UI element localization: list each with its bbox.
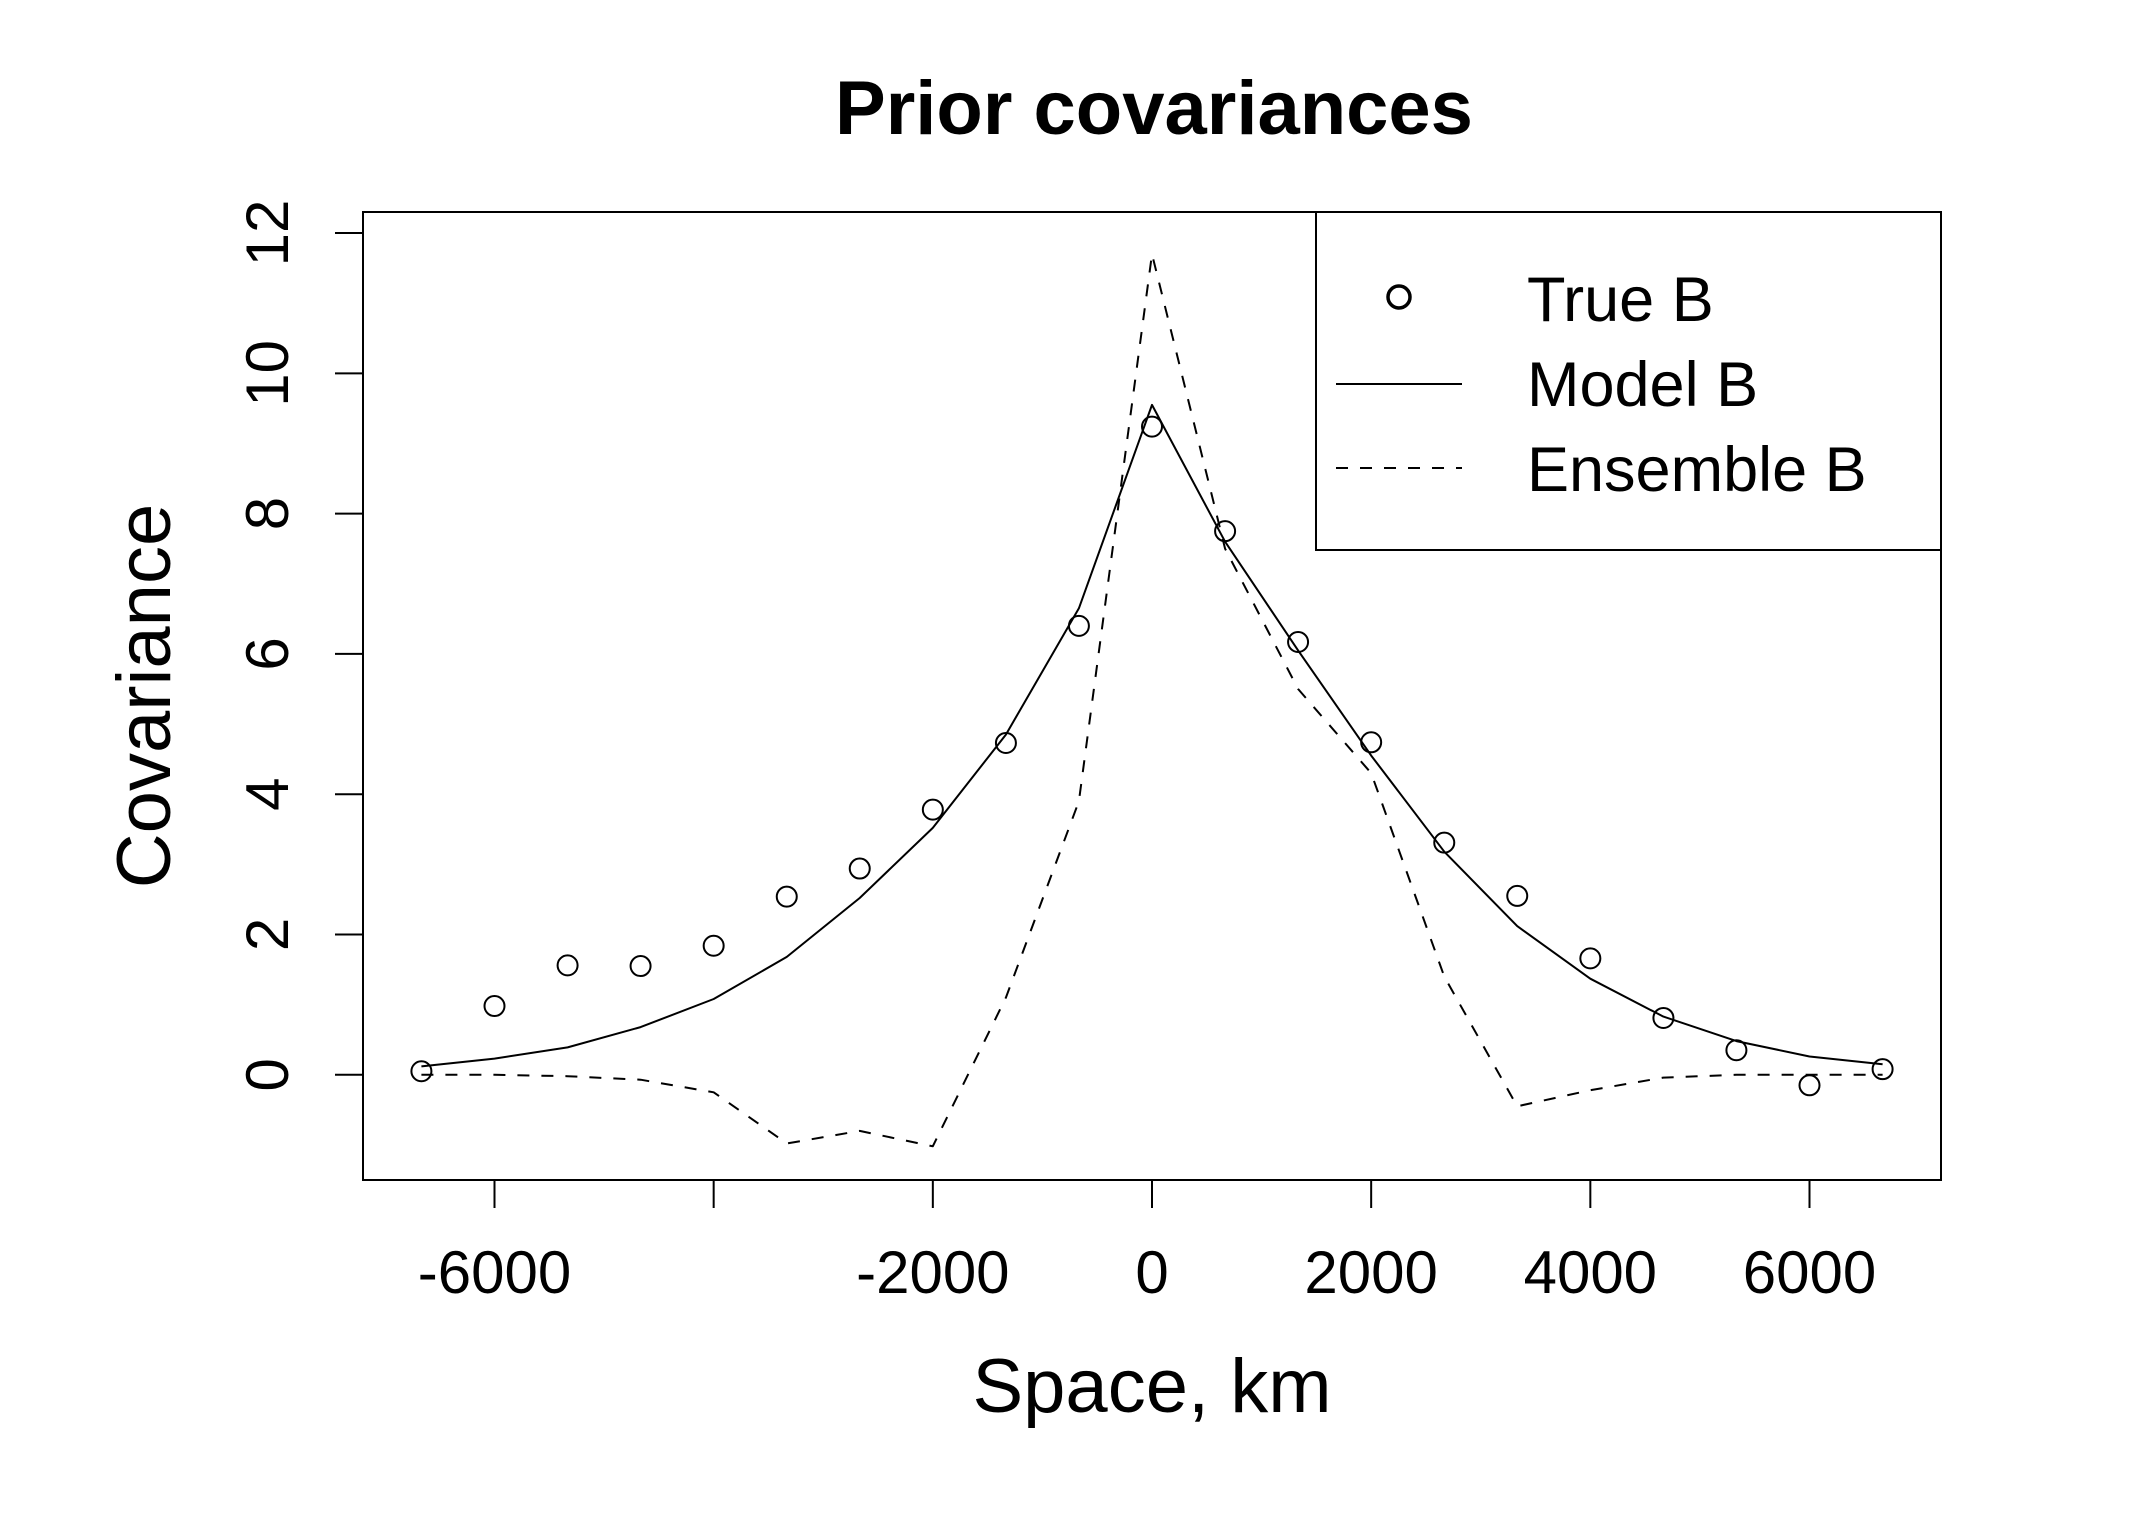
legend: True B Model B Ensemble B: [1315, 211, 1942, 551]
y-tick-label: 2: [234, 918, 301, 951]
point-true-b: [1506, 884, 1529, 907]
point-true-b: [921, 798, 944, 821]
y-tick-label: 12: [234, 200, 301, 267]
line-ensemble-b: [421, 253, 1883, 1148]
point-true-b: [410, 1060, 433, 1083]
point-true-b: [556, 954, 579, 977]
y-tick-label: 4: [234, 778, 301, 811]
chart-title: Prior covariances: [835, 66, 1473, 151]
point-true-b: [483, 995, 506, 1018]
y-tick-label: 8: [234, 497, 301, 530]
y-tick-label: 10: [234, 340, 301, 407]
x-tick-label: -6000: [418, 1239, 571, 1306]
series-layer: [410, 253, 1894, 1148]
legend-box: [1315, 211, 1942, 551]
legend-label-true-b: True B: [1527, 265, 1714, 335]
x-axis: -6000 -2000 0 2000 4000 6000: [418, 1179, 1876, 1306]
legend-label-model-b: Model B: [1527, 350, 1758, 420]
y-tick-label: 0: [234, 1058, 301, 1091]
y-axis: 0 2 4 6 8 10 12: [234, 200, 364, 1091]
point-true-b: [1579, 947, 1602, 970]
point-true-b: [1652, 1006, 1675, 1029]
x-tick-label: 0: [1135, 1239, 1168, 1306]
x-tick-label: 6000: [1743, 1239, 1876, 1306]
x-tick-label: -2000: [856, 1239, 1009, 1306]
point-true-b: [1798, 1074, 1821, 1097]
point-true-b: [1871, 1058, 1894, 1081]
legend-marker-true-b: [1386, 284, 1412, 310]
point-true-b: [702, 934, 725, 957]
point-true-b: [629, 955, 652, 978]
legend-label-ensemble-b: Ensemble B: [1527, 435, 1867, 505]
point-true-b: [775, 885, 798, 908]
point-true-b: [1141, 415, 1163, 438]
line-model-b: [421, 403, 1883, 1068]
x-tick-label: 2000: [1304, 1239, 1437, 1306]
x-tick-label: 4000: [1524, 1239, 1657, 1306]
y-axis-label: Covariance: [102, 504, 187, 888]
x-axis-label: Space, km: [972, 1344, 1331, 1429]
point-true-b: [848, 857, 871, 880]
y-tick-label: 6: [234, 637, 301, 670]
point-true-b: [1360, 731, 1383, 754]
